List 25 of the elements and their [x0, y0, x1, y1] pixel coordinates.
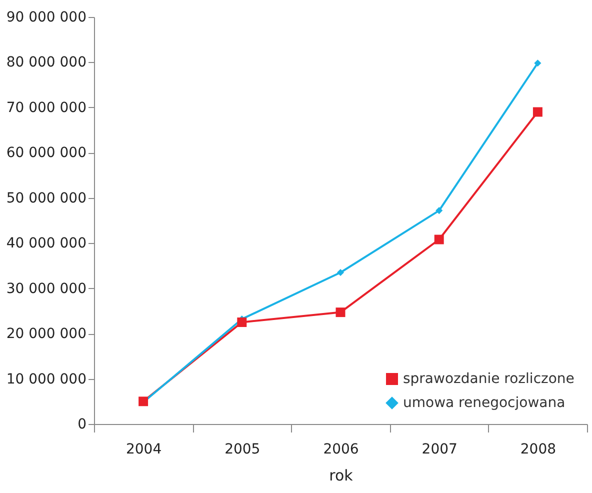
x-tick-label: 2008	[520, 442, 556, 458]
x-tick-label: 2006	[323, 442, 359, 458]
legend-label: umowa renegocjowana	[403, 395, 566, 411]
y-tick-label: 0	[78, 416, 86, 432]
y-tick-label: 30 000 000	[6, 280, 86, 297]
y-tick-label: 20 000 000	[6, 326, 86, 342]
point	[237, 318, 247, 327]
x-tick-label: 2004	[126, 442, 162, 458]
y-tick-label: 90 000 000	[6, 10, 86, 26]
y-tick-label: 60 000 000	[6, 145, 86, 162]
y-tick-label: 50 000 000	[6, 190, 86, 206]
y-tick-label: 80 000 000	[6, 54, 86, 71]
point	[336, 308, 346, 318]
x-axis-title: rok	[329, 466, 354, 484]
point	[436, 207, 443, 214]
legend-label: sprawozdanie rozliczone	[403, 371, 574, 387]
y-tick-label: 70 000 000	[6, 100, 86, 116]
y-tick-label: 10 000 000	[6, 371, 86, 388]
point	[534, 60, 542, 67]
x-tick-label: 2007	[422, 442, 458, 458]
point	[532, 107, 542, 117]
x-tick-label: 2005	[224, 442, 260, 458]
y-tick-label: 40 000 000	[6, 236, 86, 252]
point	[434, 234, 444, 244]
point	[336, 268, 344, 276]
